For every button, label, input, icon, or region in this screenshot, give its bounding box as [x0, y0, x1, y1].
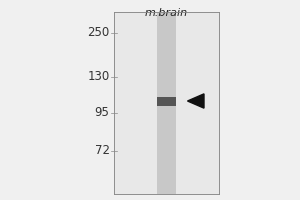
- Text: 130: 130: [87, 71, 110, 84]
- Bar: [157, 12, 176, 194]
- Text: 250: 250: [87, 26, 110, 40]
- Polygon shape: [188, 94, 204, 108]
- Bar: [157, 97, 176, 106]
- Text: m.brain: m.brain: [145, 8, 188, 18]
- Text: 72: 72: [94, 144, 110, 158]
- Bar: [114, 12, 219, 194]
- Text: 95: 95: [94, 106, 110, 119]
